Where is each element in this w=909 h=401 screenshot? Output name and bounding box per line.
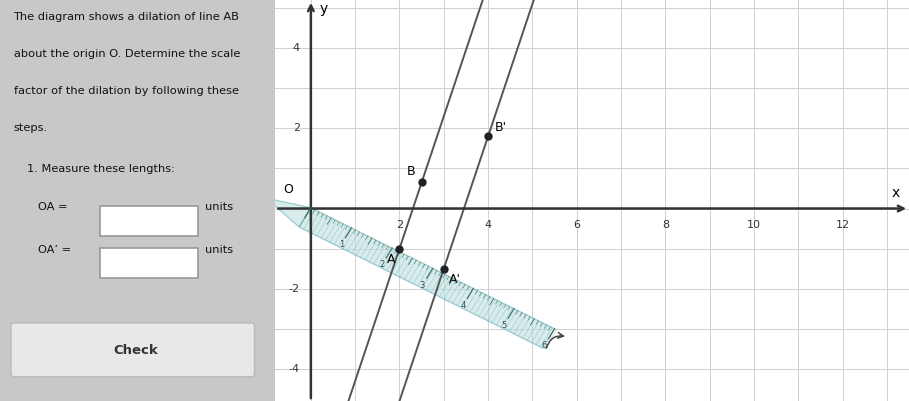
- Text: -2: -2: [289, 284, 300, 294]
- Text: 2: 2: [396, 220, 403, 230]
- Text: factor of the dilation by following these: factor of the dilation by following thes…: [14, 86, 238, 96]
- Text: 5: 5: [501, 321, 506, 330]
- Text: OA’ =: OA’ =: [38, 245, 71, 255]
- Text: The diagram shows a dilation of line AB: The diagram shows a dilation of line AB: [14, 12, 239, 22]
- Text: 10: 10: [747, 220, 761, 230]
- Text: 2: 2: [379, 261, 385, 269]
- Text: A: A: [386, 253, 395, 266]
- Bar: [100, 248, 198, 278]
- Text: 6: 6: [574, 220, 580, 230]
- Polygon shape: [299, 208, 554, 348]
- Text: 3: 3: [420, 281, 425, 290]
- FancyBboxPatch shape: [11, 323, 255, 377]
- Text: units: units: [205, 245, 233, 255]
- Text: about the origin O. Determine the scale: about the origin O. Determine the scale: [14, 49, 240, 59]
- Text: 12: 12: [835, 220, 850, 230]
- Text: 4: 4: [461, 301, 465, 310]
- Text: Check: Check: [113, 344, 158, 356]
- Text: 1: 1: [339, 240, 344, 249]
- Text: x: x: [892, 186, 900, 200]
- Text: O: O: [284, 183, 293, 196]
- Text: 1. Measure these lengths:: 1. Measure these lengths:: [27, 164, 175, 174]
- Text: -4: -4: [289, 364, 300, 374]
- Text: A': A': [449, 273, 461, 286]
- Text: 4: 4: [484, 220, 492, 230]
- Text: B': B': [494, 122, 507, 134]
- Polygon shape: [266, 198, 311, 227]
- Bar: [100, 206, 198, 236]
- Text: 2: 2: [293, 124, 300, 133]
- Text: 4: 4: [293, 43, 300, 53]
- Text: 6: 6: [542, 341, 547, 350]
- Text: 8: 8: [662, 220, 669, 230]
- Text: OA =: OA =: [38, 203, 67, 213]
- Text: steps.: steps.: [14, 123, 47, 133]
- Text: y: y: [320, 2, 328, 16]
- Text: B: B: [406, 165, 415, 178]
- Text: units: units: [205, 203, 233, 213]
